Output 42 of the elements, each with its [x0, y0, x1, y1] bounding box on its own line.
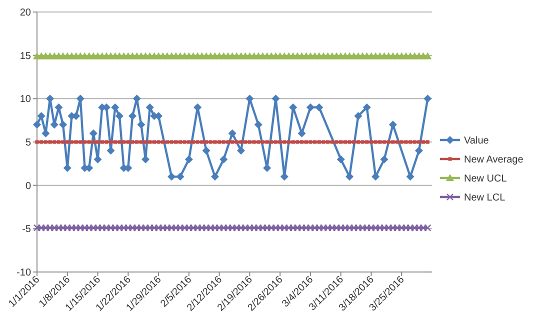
point	[424, 94, 432, 103]
point	[315, 103, 324, 112]
point	[289, 103, 298, 112]
point	[115, 112, 124, 120]
point	[137, 120, 146, 129]
y-tick-label: 0	[25, 180, 32, 192]
point	[228, 129, 236, 138]
y-tick-label: 20	[20, 8, 32, 18]
point	[298, 129, 306, 138]
point	[336, 155, 345, 164]
point	[280, 172, 288, 181]
y-tick-label: -5	[22, 224, 32, 236]
legend-label: New Average	[464, 154, 524, 166]
point	[202, 146, 210, 155]
point	[168, 172, 176, 181]
y-tick-label: 10	[20, 94, 32, 106]
point	[184, 155, 193, 164]
point	[37, 112, 46, 120]
point	[414, 146, 423, 155]
legend-label: New LCL	[464, 192, 506, 204]
point	[380, 155, 388, 164]
point	[354, 112, 362, 120]
point	[362, 103, 371, 112]
point	[59, 120, 68, 129]
legend-label: Value	[464, 136, 490, 146]
point	[111, 103, 120, 112]
y-tick-label: 5	[25, 138, 32, 148]
point	[237, 146, 246, 155]
point	[254, 120, 262, 129]
point	[306, 103, 314, 112]
point	[106, 146, 115, 155]
point	[210, 172, 219, 181]
point	[176, 172, 184, 181]
point	[406, 172, 414, 181]
point	[220, 155, 228, 164]
point	[128, 112, 136, 120]
legend-label: New UCL	[464, 174, 508, 184]
y-tick-label: -10	[16, 268, 32, 278]
point	[63, 164, 72, 172]
point	[372, 172, 380, 181]
point	[33, 120, 41, 129]
y-tick-label: 15	[20, 50, 32, 62]
